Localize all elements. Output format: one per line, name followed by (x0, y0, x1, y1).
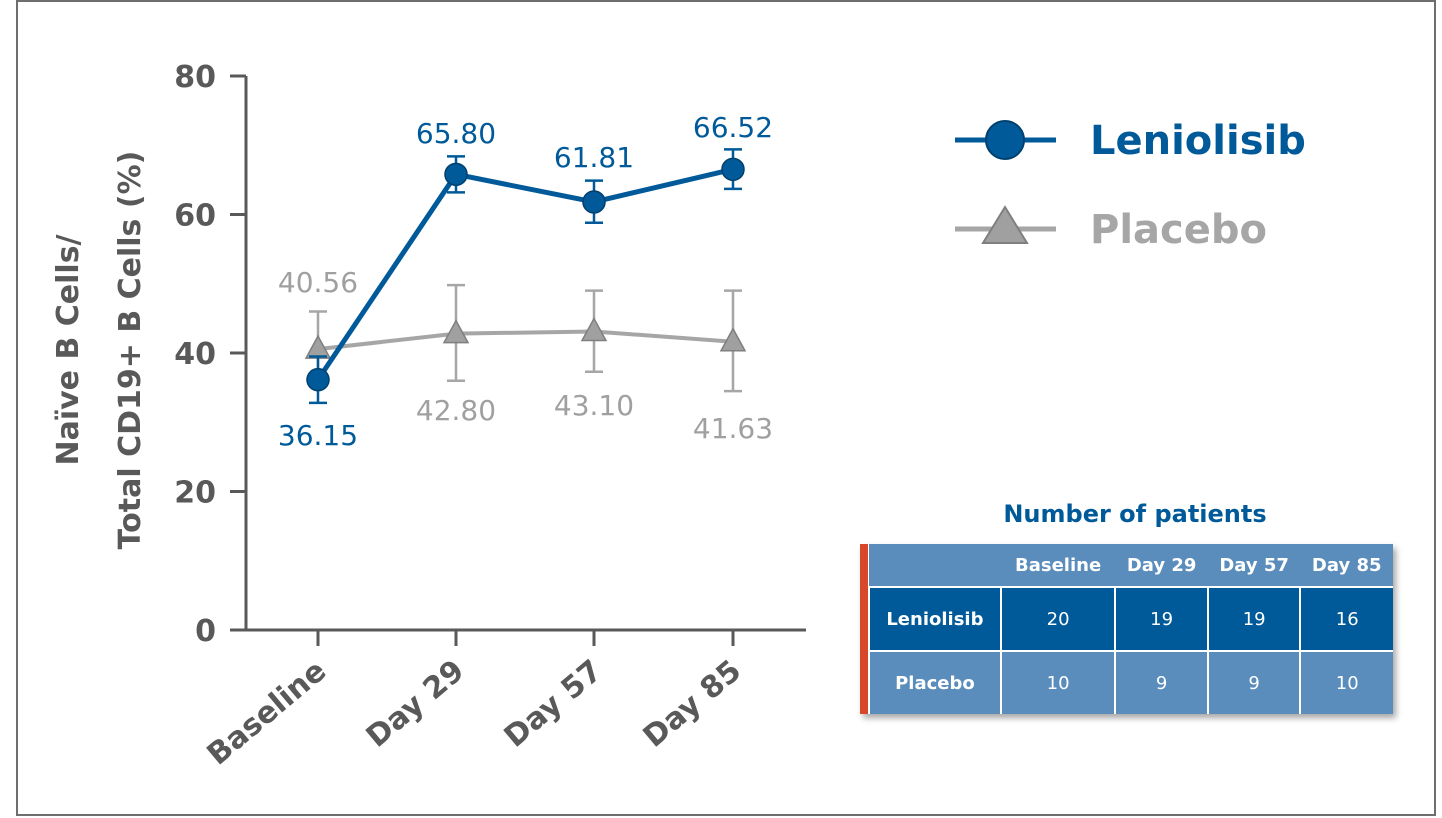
table-row-label: Placebo (868, 650, 1001, 714)
data-label: 66.52 (693, 111, 773, 144)
x-tick-label: Day 57 (498, 653, 609, 754)
patients-table-title: Number of patients (1003, 500, 1267, 528)
table-cell: 9 (1206, 650, 1301, 714)
data-point-circle (444, 162, 468, 187)
legend-marker-triangle (981, 205, 1029, 244)
data-point-triangle (580, 316, 608, 342)
table-cell: 10 (999, 650, 1116, 714)
table-cell: 19 (1206, 586, 1301, 651)
data-point-triangle (719, 327, 747, 352)
table-row-label: Leniolisib (868, 586, 1001, 651)
y-tick-label: 40 (174, 337, 216, 372)
y-tick-label: 20 (174, 476, 216, 511)
y-axis-title-line2: Total CD19+ B Cells (%) (113, 151, 148, 550)
table-col-header: Day 29 (1115, 544, 1208, 587)
table-cell: 20 (999, 586, 1116, 651)
data-label: 61.81 (554, 141, 634, 174)
series-line-placebo (317, 329, 734, 352)
y-tick-label: 80 (174, 60, 216, 95)
table-col-header: Day 57 (1207, 544, 1301, 587)
y-tick-label: 0 (195, 614, 216, 649)
data-label: 41.63 (693, 412, 773, 445)
legend-label: Placebo (1090, 207, 1267, 253)
table-cell: 9 (1114, 650, 1208, 714)
x-tick-label: Baseline (201, 653, 333, 772)
data-point-triangle (442, 319, 470, 344)
data-label: 36.15 (278, 419, 358, 452)
legend-label: Leniolisib (1090, 118, 1306, 164)
data-label: 65.80 (416, 117, 496, 150)
data-label: 43.10 (554, 389, 634, 422)
data-point-circle (582, 190, 606, 214)
table-cell: 16 (1299, 586, 1393, 651)
table-row: Placebo 10 9 9 10 (868, 650, 1393, 714)
y-axis-title-line1: Naïve B Cells/ (51, 234, 86, 465)
data-label: 40.56 (278, 266, 358, 299)
table-cell: 10 (1299, 650, 1393, 714)
data-point-circle (306, 367, 330, 392)
table-row: Leniolisib 20 19 19 16 (868, 586, 1393, 651)
table-col-header: Day 85 (1300, 544, 1393, 587)
data-point-circle (721, 157, 745, 182)
legend-marker-circle (985, 120, 1025, 160)
series-line-leniolisib (315, 166, 734, 382)
y-tick-label: 60 (174, 199, 216, 234)
table-accent-bar (860, 544, 868, 714)
table-col-header: Baseline (1000, 544, 1116, 587)
x-tick-label: Day 29 (360, 653, 471, 754)
x-tick-label: Day 85 (637, 653, 748, 754)
data-label: 42.80 (416, 394, 496, 427)
patients-table: Baseline Day 29 Day 57 Day 85 Leniolisib… (860, 544, 1393, 714)
table-cell: 19 (1114, 586, 1208, 651)
table-corner (869, 544, 1001, 587)
